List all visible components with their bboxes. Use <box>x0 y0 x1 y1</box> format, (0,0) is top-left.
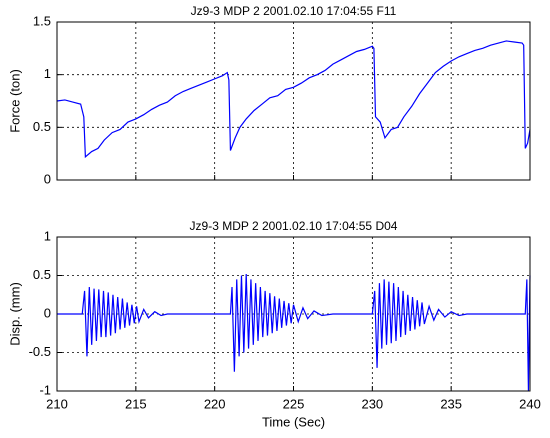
y-tick-label: 0.5 <box>33 267 51 282</box>
x-axis-label: Time (Sec) <box>262 414 325 429</box>
x-tick-label: 210 <box>46 396 68 411</box>
chart-title: Jz9-3 MDP 2 2001.02.10 17:04:55 F11 <box>191 4 397 18</box>
y-tick-label: 1.5 <box>33 13 51 28</box>
y-tick-label: 1 <box>44 66 51 81</box>
y-tick-label: 0 <box>44 305 51 320</box>
y-axis-label: Force (ton) <box>7 69 22 133</box>
x-tick-label: 230 <box>361 396 383 411</box>
x-tick-label: 225 <box>283 396 305 411</box>
axes-frame <box>56 236 531 392</box>
x-tick-label: 235 <box>440 396 462 411</box>
y-axis-label: Disp. (mm) <box>7 282 22 346</box>
axes-frame <box>56 21 531 181</box>
chart-title: Jz9-3 MDP 2 2001.02.10 17:04:55 D04 <box>190 219 398 233</box>
y-tick-label: -1 <box>39 382 51 397</box>
data-line <box>56 40 531 159</box>
x-tick-label: 215 <box>125 396 147 411</box>
x-tick-label: 240 <box>519 396 541 411</box>
plot-area <box>57 22 530 180</box>
y-tick-label: 0.5 <box>33 119 51 134</box>
y-tick-label: 0 <box>44 171 51 186</box>
data-line <box>57 273 531 392</box>
y-tick-label: 1 <box>44 228 51 243</box>
y-tick-label: -0.5 <box>29 344 51 359</box>
x-tick-label: 220 <box>204 396 226 411</box>
